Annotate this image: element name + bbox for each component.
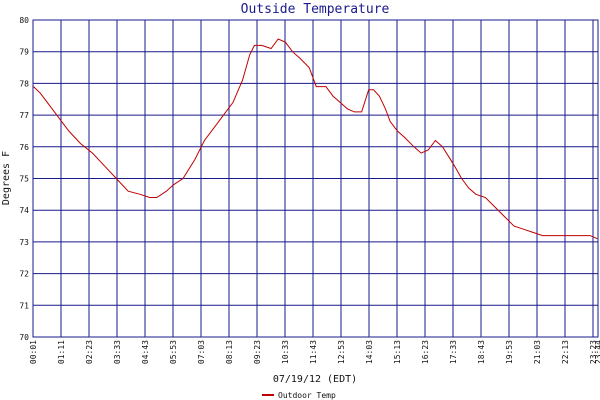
x-tick-label: 23:44: [594, 340, 600, 364]
y-tick-label: 71: [19, 301, 29, 310]
x-tick-label: 12:53: [337, 340, 346, 364]
x-tick-label: 21:03: [533, 340, 542, 364]
x-tick-label: 15:13: [393, 340, 402, 364]
x-tick-label: 23:23: [589, 340, 598, 364]
x-tick-label: 11:43: [309, 340, 318, 364]
x-tick-label: 01:11: [57, 340, 66, 364]
y-tick-label: 72: [19, 270, 29, 279]
x-axis-label: 07/19/12 (EDT): [273, 374, 357, 385]
series-line-outdoor-temp: [33, 38, 598, 240]
y-ticks: 70 71 72 73 74 75 76 77 78 79 80: [19, 16, 29, 342]
y-tick-label: 70: [19, 333, 29, 342]
chart-title: Outside Temperature: [241, 2, 390, 17]
x-tick-label: 10:33: [281, 340, 290, 364]
x-tick-label: 07:03: [197, 340, 206, 364]
legend-label: Outdoor Temp: [278, 391, 336, 400]
grid: [33, 19, 598, 338]
y-tick-label: 77: [19, 111, 29, 120]
x-tick-label: 17:33: [449, 340, 458, 364]
y-tick-label: 79: [19, 48, 29, 57]
x-ticks: 00:01 01:11 02:23 03:33 04:43 05:53 07:03 08:13…: [29, 340, 600, 364]
y-tick-label: 74: [19, 206, 29, 215]
x-tick-label: 22:13: [561, 340, 570, 364]
x-tick-label: 14:03: [365, 340, 374, 364]
x-tick-label: 02:23: [85, 340, 94, 364]
y-tick-label: 73: [19, 238, 29, 247]
y-tick-label: 80: [19, 16, 29, 25]
x-tick-label: 00:01: [29, 340, 38, 364]
y-axis-label: Degrees F: [1, 151, 12, 205]
x-tick-label: 18:43: [477, 340, 486, 364]
y-tick-label: 75: [19, 175, 29, 184]
y-tick-label: 78: [19, 79, 29, 88]
y-tick-label: 76: [19, 143, 29, 152]
x-tick-label: 19:53: [505, 340, 514, 364]
x-tick-label: 05:53: [169, 340, 178, 364]
x-tick-label: 03:33: [113, 340, 122, 364]
x-tick-label: 08:13: [225, 340, 234, 364]
x-tick-label: 16:23: [421, 340, 430, 364]
x-tick-label: 09:23: [253, 340, 262, 364]
x-tick-label: 04:43: [141, 340, 150, 364]
